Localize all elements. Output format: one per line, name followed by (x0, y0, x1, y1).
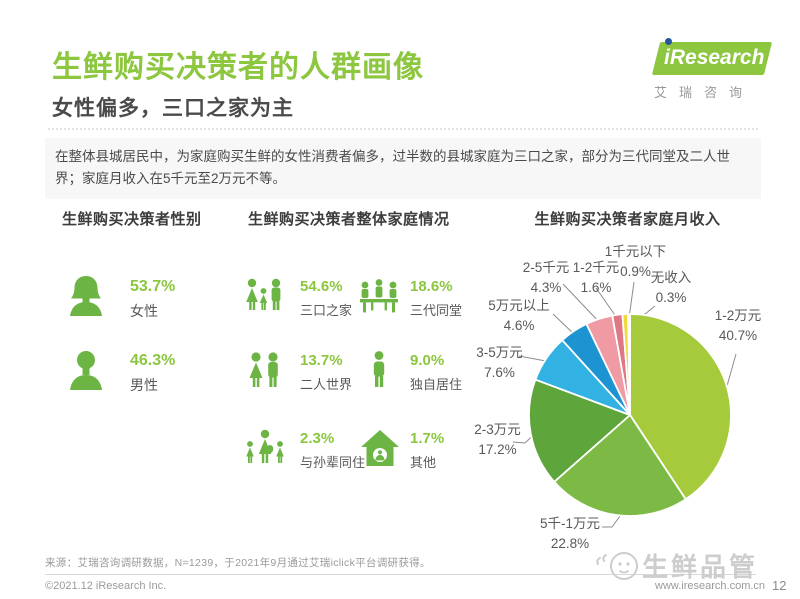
female-pct: 53.7% (130, 278, 176, 295)
pie-label-5: 2-5千元 4.3% (501, 258, 591, 299)
pie-label-name: 1-2千元 (572, 260, 620, 275)
page-subtitle: 女性偏多，三口之家为主 (52, 97, 294, 120)
three-generations-icon (357, 276, 401, 323)
watermark-text: 生鲜品管 (642, 551, 759, 582)
family-stat-couple: 13.7% 二人世界 (300, 352, 352, 393)
pie-label-value: 7.6% (484, 365, 515, 381)
pie-slice-2 (528, 378, 631, 483)
pie-leader-line-7 (628, 281, 635, 319)
family-of-three-icon (243, 276, 287, 323)
pie-label-3: 3-5万元 7.6% (457, 343, 542, 384)
iresearch-logo: iResearch 艾瑞咨询 (648, 38, 773, 102)
income-pie-chart: 1-2万元 40.7% 5千-1万元 22.8% 2-3万元 17.2% 3-5万元 7.6%… (455, 228, 800, 563)
pie-label-name: 2-3万元 (474, 422, 521, 437)
pie-label-name: 5万元以上 (488, 298, 550, 313)
family-stat-single: 9.0% 独自居住 (410, 352, 462, 393)
source-note: 来源：艾瑞咨询调研数据，N=1239，于2021年9月通过艾瑞iclick平台调… (45, 557, 431, 569)
pie-label-value: 40.7% (718, 328, 758, 344)
pie-label-6: 1-2千元 1.6% (561, 258, 631, 299)
footer-divider (45, 574, 756, 575)
logo-prefix: i (664, 46, 670, 69)
family-other-pct: 1.7% (410, 430, 445, 447)
family-stat-generations: 18.6% 三代同堂 (410, 278, 462, 319)
copyright: ©2021.12 iResearch Inc. (45, 580, 167, 592)
pie-label-4: 5万元以上 4.6% (469, 296, 569, 337)
pie-leader-line-6 (595, 287, 618, 319)
family-stat-other: 1.7% 其他 (410, 430, 444, 471)
family-generations-pct: 18.6% (410, 278, 453, 295)
pie-label-value: 4.6% (503, 318, 535, 334)
logo-brand: Research (669, 46, 765, 69)
page-title: 生鲜购买决策者的人群画像 (52, 51, 424, 84)
family-couple-pct: 13.7% (300, 352, 343, 369)
pie-slice-8 (627, 313, 631, 416)
pie-label-name: 2-5千元 (522, 260, 570, 275)
with-grandchildren-icon (243, 428, 287, 475)
pie-label-name: 无收入 (650, 270, 692, 285)
couple-icon (243, 350, 287, 397)
header-divider (48, 128, 758, 130)
family-grandchildren-pct: 2.3% (300, 430, 335, 447)
female-label: 女性 (130, 303, 158, 319)
female-icon (66, 274, 106, 325)
family-stat-three: 54.6% 三口之家 (300, 278, 352, 319)
family-three-label: 三口之家 (300, 303, 353, 318)
family-couple-label: 二人世界 (300, 377, 353, 392)
pie-label-value: 17.2% (478, 442, 517, 458)
family-section-title: 生鲜购买决策者整体家庭情况 (248, 211, 450, 228)
pie-leader-line-5 (562, 283, 602, 325)
family-other-label: 其他 (410, 455, 437, 470)
watermark-face-icon (596, 552, 638, 580)
male-icon (66, 348, 106, 399)
family-stat-grandchildren: 2.3% 与孙辈同住 (300, 430, 365, 471)
pie-label-value: 1.6% (580, 280, 612, 296)
pie-label-value: 4.3% (530, 280, 562, 296)
pie-leader-line-0 (726, 353, 737, 387)
page-number: 12 (772, 578, 787, 593)
pie-label-name: 1千元以下 (604, 244, 667, 259)
intro-paragraph: 在整体县城居民中，为家庭购买生鲜的女性消费者偏多，过半数的县城家庭为三口之家，部… (45, 138, 761, 199)
logo-wordmark: iResearch (664, 46, 764, 70)
website: www.iresearch.com.cn (655, 580, 766, 592)
pie-label-value: 22.8% (550, 536, 590, 552)
gender-section-title: 生鲜购买决策者性别 (62, 211, 202, 228)
gender-stat-male: 46.3% 男性 (130, 352, 175, 395)
watermark: 生鲜品管 (594, 546, 758, 584)
male-pct: 46.3% (130, 352, 176, 369)
pie-slice-1 (553, 414, 687, 517)
pie-leader-line-1 (602, 511, 624, 528)
income-section-title: 生鲜购买决策者家庭月收入 (534, 211, 721, 228)
pie-label-name: 1-2万元 (714, 308, 762, 323)
pie-label-0: 1-2万元 40.7% (693, 306, 783, 347)
house-icon (358, 428, 402, 475)
pie-label-value: 0.9% (620, 264, 651, 280)
gender-stat-female: 53.7% 女性 (130, 278, 175, 321)
pie-label-name: 3-5万元 (476, 345, 523, 360)
single-person-icon (362, 350, 396, 397)
pie-label-value: 0.3% (655, 290, 687, 306)
pie-label-2: 2-3万元 17.2% (455, 420, 540, 461)
family-single-label: 独自居住 (410, 377, 463, 392)
pie-label-8: 无收入 0.3% (639, 268, 703, 309)
pie-label-name: 5千-1万元 (539, 516, 600, 531)
logo-i-dot-icon (665, 38, 672, 45)
family-grandchildren-label: 与孙辈同住 (300, 455, 366, 470)
family-generations-label: 三代同堂 (410, 303, 463, 318)
pie-label-1: 5千-1万元 22.8% (510, 514, 630, 555)
income-pie-svg (512, 281, 737, 528)
family-single-pct: 9.0% (410, 352, 445, 369)
pie-label-7: 1千元以下 0.9% (593, 242, 678, 283)
male-label: 男性 (130, 377, 158, 393)
family-three-pct: 54.6% (300, 278, 343, 295)
logo-caption: 艾瑞咨询 (654, 85, 755, 100)
